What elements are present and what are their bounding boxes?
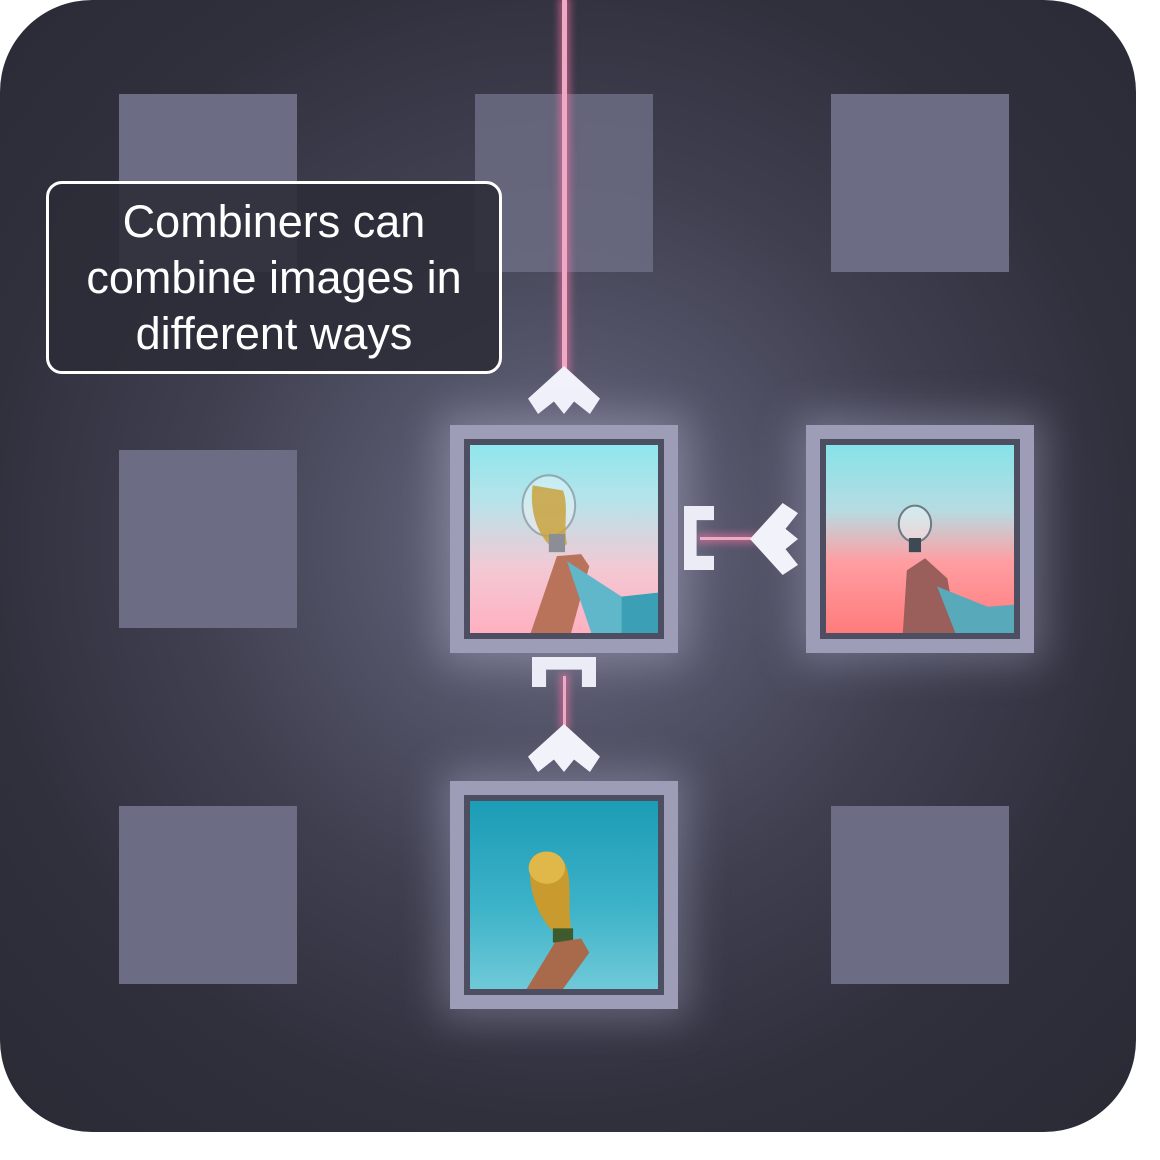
connector-beam-horizontal xyxy=(700,537,778,540)
connector-beam-vertical xyxy=(563,676,566,728)
empty-slot[interactable] xyxy=(831,94,1009,272)
trophy-image xyxy=(470,801,658,989)
bulb-artwork xyxy=(897,504,1014,633)
bulb-image-tile[interactable] xyxy=(806,425,1034,653)
combined-artwork xyxy=(521,474,658,633)
empty-slot[interactable] xyxy=(119,806,297,984)
chevron-up-icon xyxy=(528,724,600,772)
combiner-tile[interactable] xyxy=(450,425,678,653)
bulb-image xyxy=(826,445,1014,633)
empty-slot[interactable] xyxy=(831,806,1009,984)
game-board: Combiners can combine images in differen… xyxy=(0,0,1136,1132)
tooltip-text: Combiners can combine images in differen… xyxy=(86,195,462,359)
chevron-up-icon xyxy=(528,366,600,414)
output-beam xyxy=(562,0,567,372)
chevron-left-icon xyxy=(750,503,798,575)
trophy-image-tile[interactable] xyxy=(450,781,678,1009)
empty-slot[interactable] xyxy=(119,450,297,628)
combined-image xyxy=(470,445,658,633)
tutorial-tooltip: Combiners can combine images in differen… xyxy=(46,181,502,374)
trophy-artwork xyxy=(526,851,590,989)
